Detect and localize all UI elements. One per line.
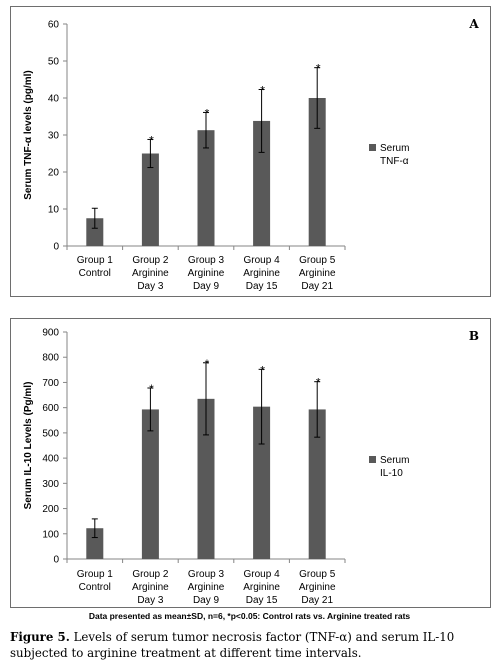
- chart2-y-tick-label: 600: [42, 403, 59, 414]
- chart2-significance-marker-2: *: [149, 382, 154, 396]
- chart2-bar-3: [197, 398, 215, 559]
- chart1-category-label: Group 5: [299, 255, 336, 266]
- chart2-y-tick-label: 700: [42, 378, 59, 389]
- chart2-bar-2: [141, 409, 159, 559]
- chart1-legend-swatch: [369, 144, 376, 151]
- chart1-y-tick-label: 50: [48, 57, 60, 68]
- chart2-y-axis-label: Serum IL-10 Levels (Pg/ml): [23, 382, 34, 510]
- chart2-significance-marker-3: *: [205, 357, 210, 371]
- chart1-y-tick-label: 20: [48, 168, 60, 179]
- chart2-category-label: Day 21: [301, 595, 333, 606]
- chart2-category-label: Arginine: [132, 582, 169, 593]
- chart1-legend-label: TNF-α: [380, 156, 409, 167]
- chart1-category-label: Control: [79, 268, 111, 279]
- chart1-panel-letter: A: [468, 17, 479, 31]
- chart1-bar-1: [86, 218, 104, 246]
- chart2-category-label: Group 1: [77, 569, 114, 580]
- tnf-alpha-bar-chart: 0 10 20 30 40 50 60 Serum TNF-α levels (pg/ml) G…: [23, 17, 479, 292]
- chart1-category-label: Group 4: [244, 255, 281, 266]
- chart1-category-label: Day 3: [137, 281, 164, 292]
- chart1-significance-marker-4: *: [260, 83, 265, 97]
- chart2-legend-label: Serum: [380, 455, 409, 466]
- chart2-category-label: Group 3: [188, 569, 225, 580]
- chart1-category-label: Arginine: [243, 268, 280, 279]
- chart1-category-label: Day 9: [193, 281, 220, 292]
- chart-panel-tnf-alpha: 0 10 20 30 40 50 60 Serum TNF-α levels (pg/ml) G…: [10, 6, 491, 297]
- chart1-significance-marker-2: *: [149, 133, 154, 147]
- chart2-category-label: Control: [79, 582, 111, 593]
- chart2-y-tick-label: 300: [42, 479, 59, 490]
- chart2-category-label: Group 5: [299, 569, 336, 580]
- chart2-y-tick-label: 800: [42, 353, 59, 364]
- chart2-y-tick-label: 500: [42, 428, 59, 439]
- chart1-significance-marker-5: *: [316, 62, 321, 76]
- chart1-bar-4: [253, 120, 271, 246]
- chart1-bar-3: [197, 130, 215, 246]
- chart1-category-label: Day 21: [301, 281, 333, 292]
- chart2-category-label: Day 9: [193, 595, 220, 606]
- chart2-y-tick-label: 0: [53, 555, 59, 566]
- chart1-y-tick-label: 0: [53, 242, 59, 253]
- chart2-category-label: Arginine: [243, 582, 280, 593]
- chart2-panel-letter: B: [469, 329, 479, 343]
- il-10-bar-chart: 0 100 200 300 400 500 600 700 800 900 Serum IL-10 …: [23, 328, 479, 607]
- chart1-category-label: Group 1: [77, 255, 114, 266]
- chart2-category-label: Day 15: [246, 595, 278, 606]
- chart2-legend-label: IL-10: [380, 468, 403, 479]
- figure-caption: Figure 5. Levels of serum tumor necrosis…: [10, 629, 494, 661]
- chart1-category-label: Group 3: [188, 255, 225, 266]
- chart1-y-tick-label: 40: [48, 94, 60, 105]
- chart2-category-label: Group 2: [132, 569, 169, 580]
- chart2-category-label: Day 3: [137, 595, 164, 606]
- chart2-bar-1: [86, 528, 104, 559]
- chart1-bar-5: [308, 98, 326, 246]
- chart2-y-tick-label: 200: [42, 504, 59, 515]
- chart2-y-tick-label: 100: [42, 529, 59, 540]
- chart1-category-label: Arginine: [188, 268, 225, 279]
- chart1-category-label: Arginine: [299, 268, 336, 279]
- figure-caption-text: Levels of serum tumor necrosis factor (T…: [10, 630, 455, 660]
- chart2-category-label: Group 4: [244, 569, 281, 580]
- figure-footnote: Data presented as mean±SD, n=6, *p<0.05:…: [88, 611, 411, 621]
- chart1-category-label: Group 2: [132, 255, 169, 266]
- chart1-category-label: Arginine: [132, 268, 169, 279]
- chart2-category-label: Arginine: [299, 582, 336, 593]
- chart1-y-tick-label: 30: [48, 131, 60, 142]
- chart2-y-tick-label: 900: [42, 328, 59, 339]
- chart1-legend-label: Serum: [380, 143, 409, 154]
- figure-caption-label: Figure 5.: [10, 630, 70, 644]
- chart1-y-axis-label: Serum TNF-α levels (pg/ml): [23, 70, 34, 200]
- chart-panel-il-10: 0 100 200 300 400 500 600 700 800 900 Serum IL-10 …: [10, 318, 491, 608]
- chart1-significance-marker-3: *: [205, 106, 210, 120]
- chart2-legend-swatch: [369, 456, 376, 463]
- chart2-significance-marker-5: *: [316, 376, 321, 390]
- chart2-significance-marker-4: *: [260, 363, 265, 377]
- chart2-bar-4: [253, 406, 271, 559]
- chart1-y-tick-label: 10: [48, 205, 60, 216]
- chart2-category-label: Arginine: [188, 582, 225, 593]
- chart2-y-tick-label: 400: [42, 454, 59, 465]
- chart1-bar-2: [141, 153, 159, 246]
- chart1-y-tick-label: 60: [48, 20, 60, 31]
- chart2-bar-5: [308, 409, 326, 559]
- chart1-category-label: Day 15: [246, 281, 278, 292]
